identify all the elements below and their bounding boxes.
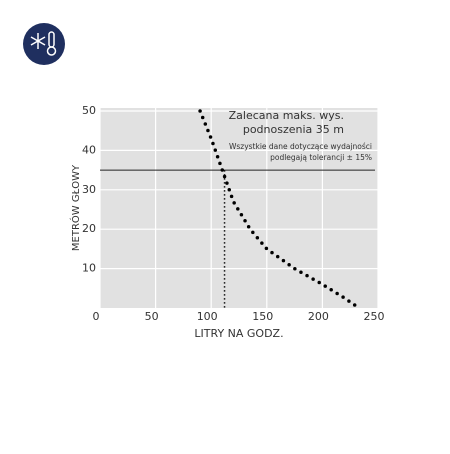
annotation-note: Wszystkie dane dotyczące wydajności xyxy=(229,142,372,151)
x-tick-label: 100 xyxy=(197,310,218,323)
x-tick-label: 150 xyxy=(252,310,273,323)
y-tick-label: 20 xyxy=(82,222,96,235)
pump-curve xyxy=(198,109,361,310)
annotation-note: podlegają tolerancji ± 15% xyxy=(270,153,372,162)
x-tick-label: 200 xyxy=(308,310,329,323)
x-tick-label: 50 xyxy=(145,310,159,323)
x-tick-label: 250 xyxy=(364,310,385,323)
y-tick-label: 30 xyxy=(82,183,96,196)
annotation-title: Zalecana maks. wys. xyxy=(229,109,344,122)
annotation-title: podnoszenia 35 m xyxy=(243,123,344,136)
y-tick-label: 50 xyxy=(82,104,96,117)
y-axis-label: METRÓW GŁOWY xyxy=(69,164,82,251)
icon xyxy=(23,23,65,65)
y-tick-label: 10 xyxy=(82,262,96,275)
y-tick-label: 40 xyxy=(82,143,96,156)
x-axis-label: LITRY NA GODZ. xyxy=(194,327,283,340)
x-tick-label: 0 xyxy=(93,310,100,323)
